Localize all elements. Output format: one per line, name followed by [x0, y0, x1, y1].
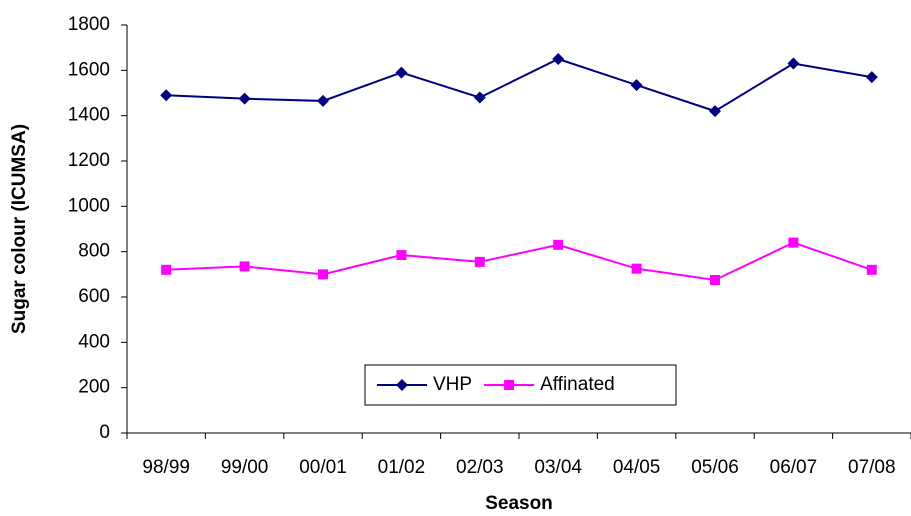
data-point — [473, 91, 486, 104]
x-tick-label: 03/04 — [534, 457, 582, 478]
legend-marker — [396, 379, 408, 391]
data-point — [161, 264, 172, 275]
y-tick-label: 200 — [78, 377, 110, 398]
y-axis-title: Sugar colour (ICUMSA) — [9, 124, 30, 334]
x-tick-label: 06/07 — [770, 457, 818, 478]
y-tick-label: 1000 — [68, 195, 110, 216]
x-tick-label: 99/00 — [221, 457, 269, 478]
series-line — [166, 57, 872, 113]
y-tick-label: 0 — [99, 422, 110, 443]
data-point — [395, 66, 408, 79]
data-point — [631, 263, 642, 274]
y-tick-label: 1200 — [68, 150, 110, 171]
x-tick-label: 98/99 — [142, 457, 190, 478]
data-point — [317, 94, 329, 107]
series-line — [166, 241, 873, 282]
data-point — [788, 237, 799, 248]
data-point — [318, 269, 328, 280]
x-tick-label: 02/03 — [456, 457, 504, 478]
legend-label: VHP — [433, 374, 472, 395]
data-point — [710, 275, 720, 285]
y-tick-label: 1400 — [68, 105, 110, 126]
data-point — [238, 92, 251, 105]
data-point — [787, 57, 800, 70]
y-tick-label: 1600 — [68, 59, 110, 80]
y-tick-label: 600 — [78, 286, 110, 307]
data-point — [553, 239, 564, 250]
data-point — [239, 261, 250, 272]
x-tick-label: 00/01 — [299, 457, 347, 478]
data-point — [160, 89, 173, 102]
data-point — [865, 71, 878, 84]
y-tick-label: 1800 — [68, 14, 110, 35]
legend-marker — [504, 380, 515, 390]
data-point — [866, 264, 877, 275]
x-tick-label: 07/08 — [848, 457, 896, 478]
y-tick-label: 800 — [78, 241, 110, 262]
y-tick-label: 400 — [78, 331, 110, 352]
data-point — [552, 53, 565, 65]
data-point — [396, 250, 407, 261]
x-tick-label: 01/02 — [378, 457, 426, 478]
data-point — [709, 105, 721, 118]
x-tick-label: 05/06 — [691, 457, 739, 478]
data-point — [474, 256, 485, 267]
data-point — [630, 79, 643, 92]
x-axis-title: Season — [485, 493, 553, 514]
legend-label: Affinated — [540, 374, 615, 395]
x-tick-label: 04/05 — [613, 457, 661, 478]
